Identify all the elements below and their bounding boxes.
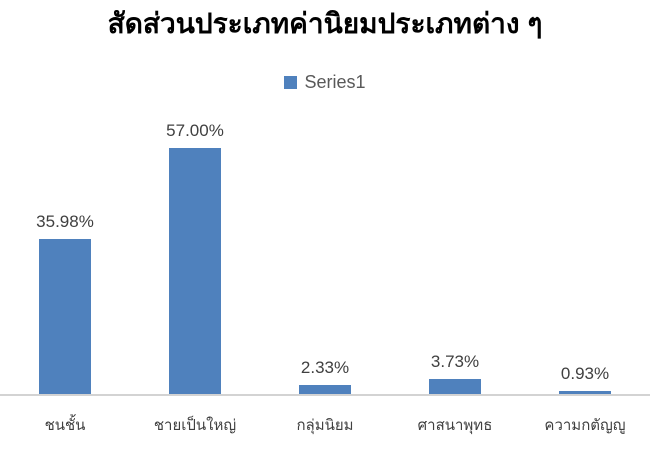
category-label-2: ชายเป็นใหญ่: [153, 417, 237, 434]
bar-value-label-3: 2.33%: [300, 358, 350, 377]
bar-value-label-4: 3.73%: [430, 352, 480, 371]
bar-1: [39, 239, 91, 395]
bar-value-label-1: 35.98%: [36, 212, 94, 231]
legend: Series1: [0, 72, 650, 93]
chart-title: สัดส่วนประเภทค่านิยมประเภทต่าง ๆ: [107, 8, 543, 39]
legend-swatch-icon: [284, 76, 298, 89]
bar-5: [559, 391, 611, 395]
bar-4: [429, 379, 481, 395]
bar-value-label-5: 0.93%: [560, 364, 610, 383]
x-axis-line: [0, 394, 650, 396]
bar-value-label-2: 57.00%: [166, 121, 224, 140]
category-label-1: ชนชั้น: [44, 417, 86, 434]
legend-label: Series1: [304, 72, 366, 92]
bar-2: [169, 148, 221, 395]
category-label-4: ศาสนาพุทธ: [417, 417, 493, 434]
category-label-5: ความกตัญญู: [544, 417, 626, 434]
bar-3: [299, 385, 351, 395]
category-label-3: กลุ่มนิยม: [296, 417, 354, 434]
